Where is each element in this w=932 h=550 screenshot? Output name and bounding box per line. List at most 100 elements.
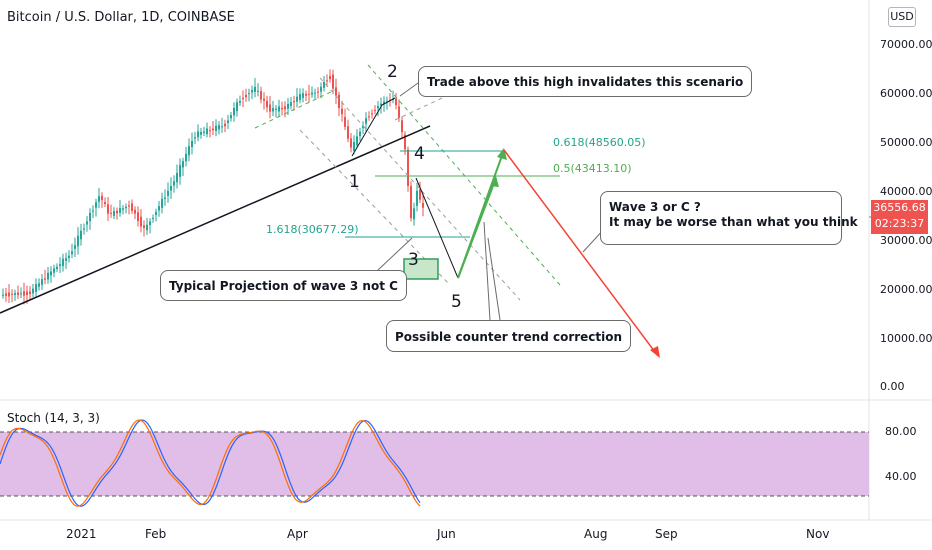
candle-body xyxy=(341,108,343,115)
candle-body xyxy=(422,202,424,208)
target-box xyxy=(403,258,439,280)
wave-label-1: 1 xyxy=(349,172,360,192)
candle-body xyxy=(218,125,220,130)
candle-body xyxy=(287,103,289,109)
currency-button[interactable]: USD xyxy=(888,7,916,27)
candle-body xyxy=(26,291,28,296)
price-label: 40000.00 xyxy=(880,185,932,198)
wave-segment-1-2 xyxy=(351,97,396,157)
time-label: Apr xyxy=(287,527,308,541)
candle-body xyxy=(245,94,247,98)
candle-body xyxy=(404,134,406,150)
candle-body xyxy=(38,283,40,287)
candle-body xyxy=(68,255,70,258)
candle-body xyxy=(146,224,148,231)
candle-body xyxy=(299,94,301,100)
green-arrow-2-head xyxy=(497,148,507,160)
candle-body xyxy=(2,294,4,296)
red-arrow-head xyxy=(650,346,660,358)
candle-body xyxy=(209,130,211,132)
price-label: 30000.00 xyxy=(880,234,932,247)
candle-body xyxy=(158,206,160,211)
candle-body xyxy=(185,153,187,162)
symbol-title[interactable]: Bitcoin / U.S. Dollar, 1D, COINBASE xyxy=(7,10,235,25)
candle-body xyxy=(266,100,268,108)
candle-body xyxy=(29,291,31,295)
fib-label-0618: 0.618(48560.05) xyxy=(553,136,646,149)
candle-body xyxy=(260,91,262,100)
candle-body xyxy=(377,106,379,109)
callout-typical-projection[interactable]: Typical Projection of wave 3 not C xyxy=(160,270,407,301)
time-label: Nov xyxy=(806,527,830,541)
candle-body xyxy=(128,205,130,207)
callout-line: It may be worse than what you think xyxy=(609,215,858,229)
candle-body xyxy=(176,172,178,183)
candle-body xyxy=(80,230,82,240)
fib-label-1618: 1.618(30677.29) xyxy=(266,223,359,236)
candle-body xyxy=(143,225,145,228)
fan-line-grey-3 xyxy=(394,84,471,121)
candle-body xyxy=(329,76,331,80)
candle-body xyxy=(278,106,280,112)
candle-body xyxy=(215,125,217,131)
candle-body xyxy=(281,107,283,110)
candle-body xyxy=(23,291,25,296)
fan-line-green-2 xyxy=(254,89,336,129)
indicator-legend[interactable]: Stoch (14, 3, 3) xyxy=(7,411,100,425)
candle-body xyxy=(149,221,151,226)
wave-label-5: 5 xyxy=(451,292,462,312)
candle-body xyxy=(314,92,316,94)
candle-body xyxy=(53,268,55,273)
candle-body xyxy=(89,212,91,222)
candle-body xyxy=(398,106,400,118)
price-label: 60000.00 xyxy=(880,87,932,100)
candle-body xyxy=(107,204,109,214)
candle-body xyxy=(32,288,34,294)
candle-body xyxy=(194,137,196,139)
candle-body xyxy=(383,101,385,105)
candle-body xyxy=(302,93,304,98)
price-label: 0.00 xyxy=(880,380,905,393)
candle-body xyxy=(95,202,97,208)
candle-body xyxy=(59,264,61,267)
candle-body xyxy=(137,212,139,222)
candle-body xyxy=(131,203,133,211)
callout-invalidation[interactable]: Trade above this high invalidates this s… xyxy=(418,66,753,97)
candle-body xyxy=(416,190,418,206)
candle-body xyxy=(77,235,79,247)
candle-body xyxy=(125,206,127,209)
current-price: 36556.68 xyxy=(873,201,926,214)
candle-body xyxy=(41,279,43,285)
callout-wave3-or-c[interactable]: Wave 3 or C ? It may be worse than what … xyxy=(600,191,858,245)
candle-body xyxy=(65,258,67,261)
candle-body xyxy=(203,131,205,133)
candle-body xyxy=(173,181,175,186)
candle-body xyxy=(17,292,19,296)
candle-body xyxy=(290,102,292,106)
wave-label-3: 3 xyxy=(408,250,419,270)
candle-body xyxy=(92,210,94,212)
time-label: Jun xyxy=(437,527,456,541)
candle-body xyxy=(257,90,259,92)
candle-body xyxy=(239,100,241,103)
candle-body xyxy=(104,201,106,205)
candle-body xyxy=(101,195,103,201)
candle-body xyxy=(50,271,52,276)
candle-body xyxy=(332,74,334,89)
candle-body xyxy=(83,228,85,230)
candle-body xyxy=(335,87,337,96)
callout-counter-trend[interactable]: Possible counter trend correction xyxy=(386,320,632,352)
candle-body xyxy=(188,146,190,156)
candle-body xyxy=(296,96,298,102)
candle-body xyxy=(20,293,22,295)
wave-label-4: 4 xyxy=(414,144,425,164)
candle-body xyxy=(353,141,355,151)
candle-body xyxy=(236,102,238,112)
time-label: 2021 xyxy=(66,527,97,541)
candle-body xyxy=(122,208,124,210)
stoch-band xyxy=(0,432,869,496)
candle-body xyxy=(248,93,250,95)
candle-body xyxy=(275,108,277,110)
candle-body xyxy=(263,98,265,101)
